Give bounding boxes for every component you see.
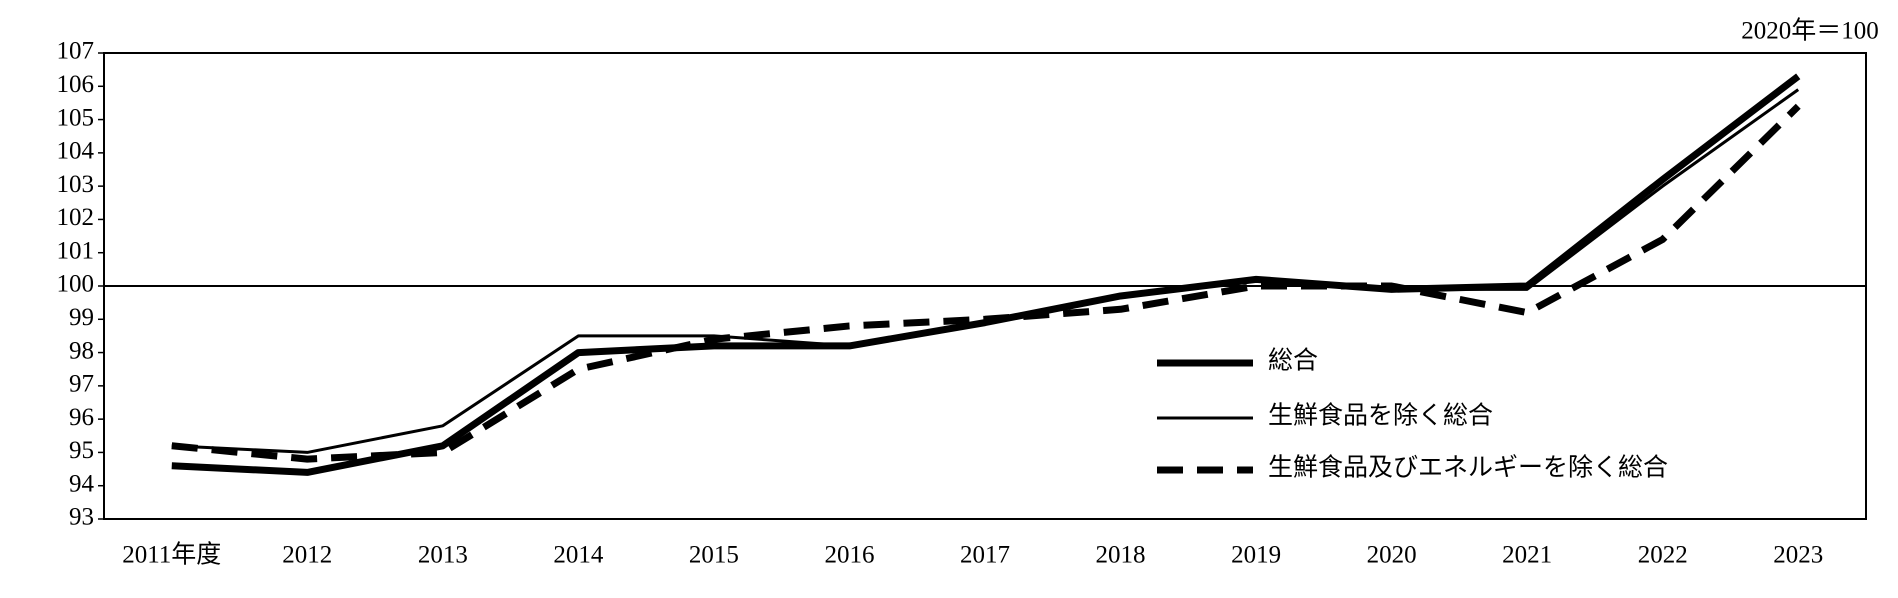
x-tick-label: 2021 — [1502, 542, 1552, 569]
y-tick-label: 96 — [69, 404, 94, 431]
legend-label: 総合 — [1268, 347, 1318, 375]
y-tick-label: 99 — [69, 304, 94, 331]
series-line — [171, 88, 1800, 454]
y-tick-label: 101 — [57, 237, 95, 264]
x-tick-label: 2019 — [1231, 542, 1281, 569]
x-tick-label: 2017 — [960, 542, 1010, 569]
y-tick-label: 103 — [57, 171, 95, 198]
y-tick-label: 104 — [57, 138, 95, 165]
legend-label: 生鮮食品及びエネルギーを除く総合 — [1268, 454, 1668, 482]
series-line — [171, 103, 1801, 463]
x-tick-label: 2023 — [1773, 542, 1823, 569]
legend-label: 生鮮食品を除く総合 — [1268, 402, 1493, 430]
x-tick-label: 2022 — [1638, 542, 1688, 569]
y-tick-label: 98 — [69, 337, 94, 364]
x-tick-label: 2016 — [824, 542, 874, 569]
x-tick-label: 2014 — [553, 542, 604, 569]
y-tick-label: 105 — [57, 104, 95, 131]
x-tick-label: 2012 — [282, 542, 332, 569]
y-tick-label: 93 — [69, 504, 94, 531]
x-tick-label: 2018 — [1096, 542, 1146, 569]
x-tick-label: 2011年度 — [122, 541, 221, 569]
series-line — [171, 73, 1801, 476]
y-tick-label: 97 — [69, 371, 94, 398]
y-tick-label: 94 — [69, 470, 95, 497]
x-tick-label: 2013 — [418, 542, 468, 569]
base-note: 2020年＝100 — [1741, 17, 1879, 45]
y-tick-label: 106 — [57, 71, 95, 98]
x-tick-label: 2020 — [1367, 542, 1417, 569]
y-tick-label: 102 — [57, 204, 95, 231]
y-tick-label: 107 — [57, 38, 95, 65]
y-tick-label: 100 — [57, 271, 95, 298]
y-tick-label: 95 — [69, 437, 94, 464]
x-tick-label: 2015 — [689, 542, 739, 569]
